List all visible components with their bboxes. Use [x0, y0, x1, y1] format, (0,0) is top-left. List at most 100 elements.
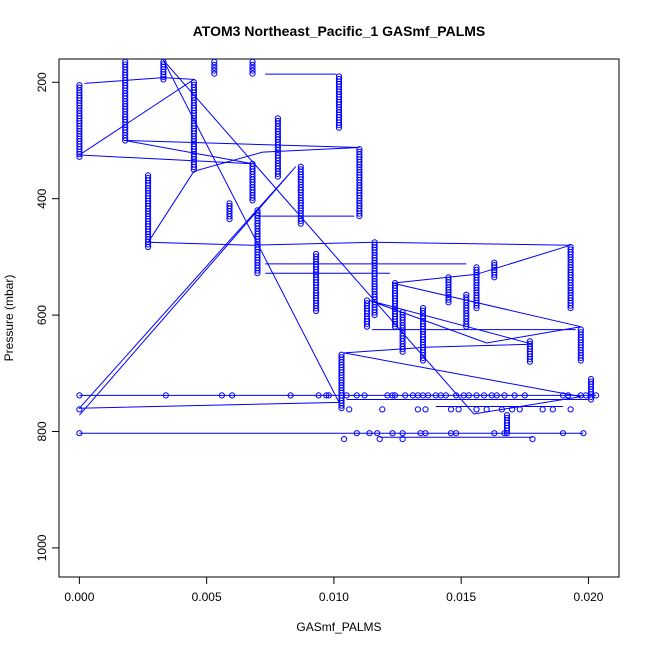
data-point — [160, 76, 167, 83]
data-point — [145, 243, 152, 251]
data-point — [391, 392, 399, 399]
data-point — [577, 354, 584, 361]
x-tick-label: 0.005 — [192, 590, 222, 604]
data-point — [498, 406, 505, 413]
series-points — [76, 58, 600, 443]
data-point — [338, 405, 345, 412]
data-point — [399, 346, 406, 353]
data-point — [422, 406, 429, 413]
data-point — [76, 430, 83, 437]
data-point — [366, 430, 373, 437]
data-point — [389, 392, 396, 399]
data-point — [287, 392, 294, 399]
data-point — [501, 392, 508, 399]
data-point — [391, 321, 399, 328]
series-lines — [77, 59, 597, 438]
y-tick-label: 200 — [35, 72, 49, 92]
series-line — [77, 59, 581, 416]
data-point — [211, 64, 218, 71]
data-point — [343, 392, 350, 399]
data-point — [249, 61, 256, 68]
data-point — [356, 210, 363, 217]
data-point — [516, 406, 523, 413]
data-point — [526, 356, 534, 363]
data-point — [511, 392, 518, 399]
plot-frame — [58, 58, 620, 578]
data-point — [539, 406, 546, 413]
data-point — [229, 392, 236, 399]
data-point — [473, 302, 480, 309]
data-point — [493, 392, 500, 399]
data-point — [463, 323, 470, 330]
data-point — [567, 406, 574, 413]
data-point — [76, 406, 83, 413]
data-point — [363, 323, 371, 330]
data-point — [145, 241, 152, 248]
data-point — [473, 406, 480, 413]
data-point — [254, 270, 261, 277]
data-point — [226, 216, 233, 223]
data-point — [521, 392, 528, 399]
data-point — [447, 406, 455, 413]
chart-title: ATOM3 Northeast_Pacific_1 GASmf_PALMS — [193, 23, 486, 39]
data-point — [453, 392, 460, 399]
x-tick-label: 0.010 — [319, 590, 349, 604]
data-point — [335, 122, 343, 129]
data-point — [481, 392, 488, 399]
data-point — [419, 354, 427, 361]
data-point — [567, 305, 574, 312]
data-point — [526, 358, 534, 365]
data-point — [249, 67, 256, 74]
data-point — [315, 392, 322, 399]
data-point — [371, 309, 378, 316]
data-point — [577, 357, 584, 364]
data-point — [76, 153, 83, 160]
data-point — [580, 430, 587, 437]
data-point — [549, 406, 556, 413]
x-tick-label: 0.000 — [64, 590, 94, 604]
data-point — [501, 430, 508, 437]
data-point — [341, 436, 348, 443]
data-point — [190, 166, 197, 173]
data-point — [529, 436, 536, 443]
data-point — [376, 436, 383, 443]
data-point — [465, 392, 472, 399]
data-point — [389, 430, 396, 437]
data-point — [335, 124, 343, 131]
data-point — [313, 305, 320, 312]
data-point — [587, 396, 595, 403]
x-axis-label: GASmf_PALMS — [296, 620, 381, 634]
data-point — [325, 392, 332, 399]
data-point — [567, 302, 574, 309]
data-point — [218, 392, 225, 399]
data-point — [508, 406, 516, 413]
data-point — [593, 392, 600, 399]
y-tick-label: 600 — [35, 305, 49, 325]
data-point — [338, 402, 345, 409]
data-point — [211, 70, 218, 77]
data-point — [297, 218, 304, 225]
x-tick-label: 0.015 — [446, 590, 476, 604]
data-point — [353, 392, 360, 399]
data-point — [483, 406, 490, 413]
data-point — [491, 271, 498, 278]
y-axis: 200 400 600 800 1000 — [35, 72, 60, 561]
data-point — [422, 430, 429, 437]
data-point — [353, 430, 360, 437]
data-point — [211, 67, 218, 74]
data-point — [503, 430, 511, 437]
x-tick-label: 0.020 — [573, 590, 603, 604]
data-point — [445, 296, 452, 303]
data-point — [160, 73, 167, 81]
data-point — [356, 213, 363, 220]
data-point — [463, 321, 470, 328]
data-point — [361, 392, 368, 399]
data-point — [190, 163, 197, 171]
data-point — [455, 406, 462, 413]
data-point — [323, 392, 330, 399]
y-tick-label: 800 — [35, 421, 49, 441]
y-tick-label: 1000 — [35, 534, 49, 561]
data-point — [211, 61, 218, 68]
data-point — [249, 194, 256, 201]
